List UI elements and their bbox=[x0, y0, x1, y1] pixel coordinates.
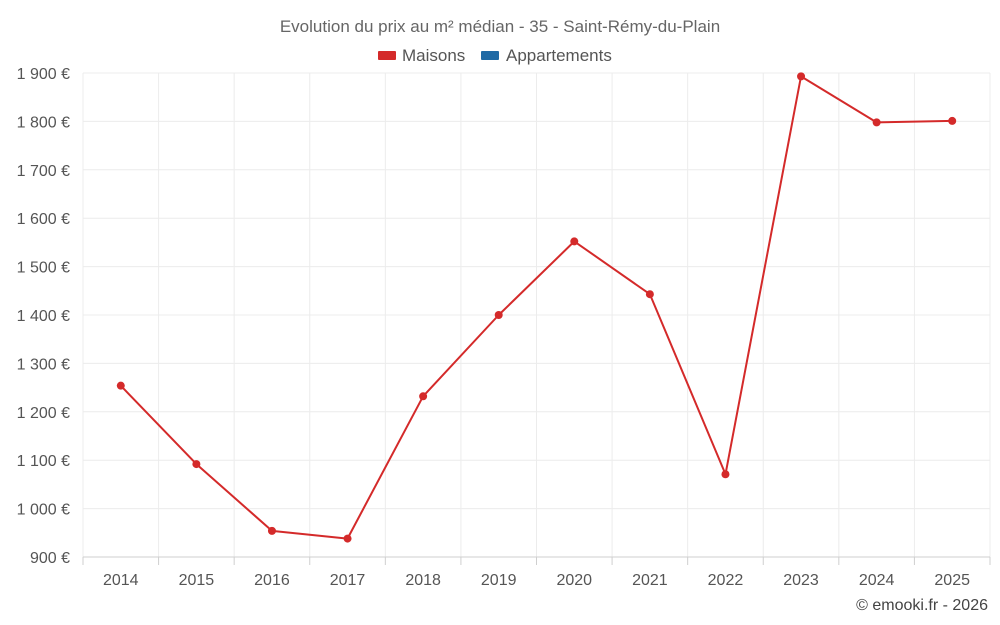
y-tick-label: 1 100 € bbox=[17, 453, 70, 470]
data-point-maisons-2021[interactable] bbox=[645, 290, 654, 299]
x-tick-label: 2016 bbox=[254, 572, 290, 589]
y-tick-label: 1 700 € bbox=[17, 163, 70, 180]
legend-swatch-appartements bbox=[481, 51, 499, 60]
chart-title: Evolution du prix au m² médian - 35 - Sa… bbox=[280, 17, 720, 36]
x-tick-label: 2025 bbox=[934, 572, 970, 589]
data-point-maisons-2016[interactable] bbox=[267, 526, 276, 535]
credit-text: © emooki.fr - 2026 bbox=[856, 597, 988, 614]
y-tick-label: 1 300 € bbox=[17, 356, 70, 373]
y-tick-label: 1 200 € bbox=[17, 405, 70, 422]
data-point-maisons-2018[interactable] bbox=[419, 392, 428, 401]
legend-item-appartements[interactable]: Appartements bbox=[481, 46, 612, 65]
data-point-maisons-2015[interactable] bbox=[192, 460, 201, 469]
x-tick-label: 2024 bbox=[859, 572, 895, 589]
x-tick-label: 2014 bbox=[103, 572, 139, 589]
y-tick-label: 1 400 € bbox=[17, 308, 70, 325]
x-tick-label: 2022 bbox=[708, 572, 744, 589]
x-tick-label: 2015 bbox=[179, 572, 215, 589]
data-point-maisons-2017[interactable] bbox=[343, 534, 352, 543]
series-maisons bbox=[116, 72, 957, 543]
series-line-maisons bbox=[120, 75, 953, 540]
legend-label-appartements: Appartements bbox=[506, 46, 612, 65]
chart-legend: Maisons Appartements bbox=[378, 46, 612, 65]
data-point-maisons-2025[interactable] bbox=[948, 116, 957, 125]
data-point-maisons-2020[interactable] bbox=[570, 237, 579, 246]
x-tick-label: 2021 bbox=[632, 572, 668, 589]
legend-item-maisons[interactable]: Maisons bbox=[378, 46, 465, 65]
y-tick-label: 1 900 € bbox=[17, 66, 70, 83]
y-tick-label: 1 000 € bbox=[17, 502, 70, 519]
x-tick-label: 2023 bbox=[783, 572, 819, 589]
legend-swatch-maisons bbox=[378, 51, 396, 60]
data-point-maisons-2024[interactable] bbox=[872, 118, 881, 127]
y-tick-label: 1 600 € bbox=[17, 211, 70, 228]
legend-label-maisons: Maisons bbox=[402, 46, 465, 65]
x-tick-label: 2017 bbox=[330, 572, 366, 589]
x-tick-label: 2019 bbox=[481, 572, 517, 589]
y-tick-label: 1 500 € bbox=[17, 260, 70, 277]
x-tick-label: 2018 bbox=[405, 572, 441, 589]
x-tick-label: 2020 bbox=[556, 572, 592, 589]
axes: 900 € 1 000 € 1 100 € 1 200 € 1 300 € 1 400 €… bbox=[17, 66, 991, 589]
data-point-maisons-2019[interactable] bbox=[494, 311, 503, 319]
y-tick-label: 900 € bbox=[30, 550, 70, 567]
data-point-maisons-2023[interactable] bbox=[797, 72, 806, 81]
data-point-maisons-2022[interactable] bbox=[721, 470, 730, 479]
y-tick-label: 1 800 € bbox=[17, 114, 70, 131]
data-point-maisons-2014[interactable] bbox=[116, 381, 125, 390]
gridlines bbox=[82, 72, 991, 558]
